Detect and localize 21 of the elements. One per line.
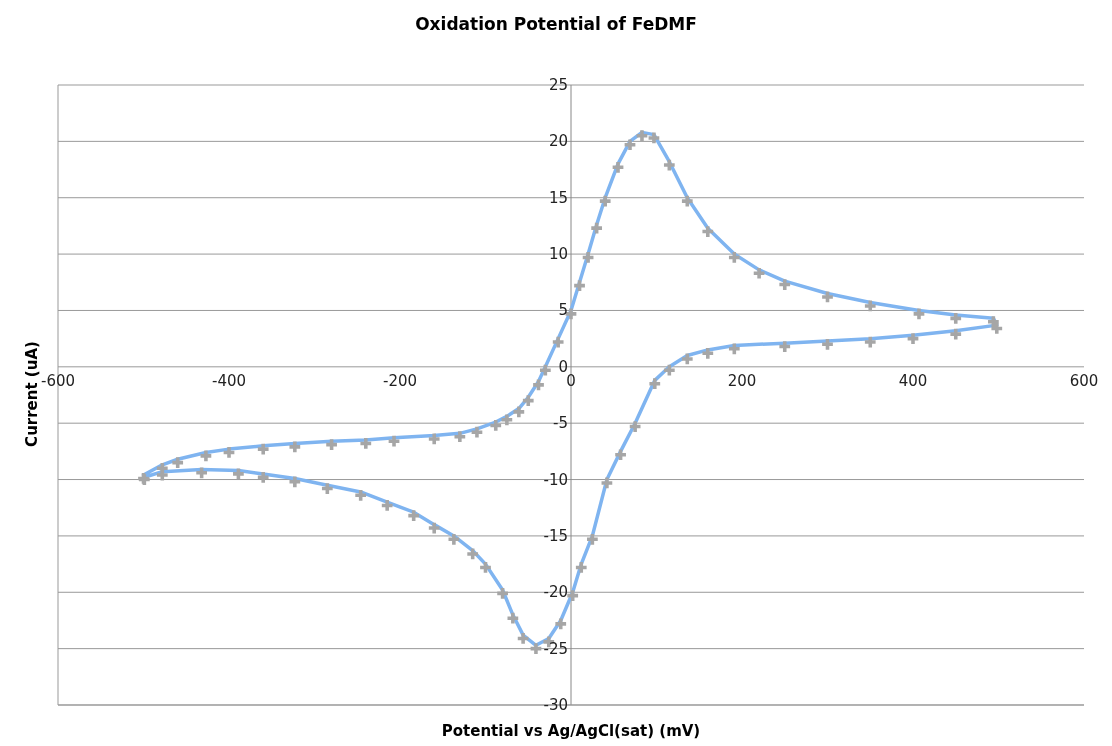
- y-tick-label: -30: [543, 696, 568, 714]
- y-tick-label: 10: [548, 245, 568, 264]
- y-tick-label: -20: [543, 583, 568, 602]
- y-tick-label: -10: [543, 470, 568, 489]
- y-axis-title: Current (uA): [23, 340, 41, 449]
- x-tick-label: -600: [40, 371, 76, 390]
- x-tick-label: 600: [1069, 371, 1099, 390]
- x-tick-label: 400: [898, 371, 928, 390]
- chart-title: Oxidation Potential of FeDMF: [414, 14, 698, 34]
- x-axis-title: Potential vs Ag/AgCl(sat) (mV): [440, 722, 702, 740]
- x-tick-label: -200: [382, 371, 418, 390]
- y-tick-label: 0: [558, 357, 568, 376]
- y-tick-label: 20: [548, 132, 568, 151]
- y-tick-label: -25: [543, 639, 568, 658]
- y-tick-label: -5: [553, 414, 568, 433]
- x-tick-label: -400: [211, 371, 247, 390]
- x-tick-label: 200: [727, 371, 757, 390]
- y-tick-label: 25: [548, 76, 568, 94]
- y-tick-label: -15: [543, 526, 568, 545]
- y-tick-label: 15: [548, 188, 568, 207]
- y-tick-label: 5: [558, 301, 568, 320]
